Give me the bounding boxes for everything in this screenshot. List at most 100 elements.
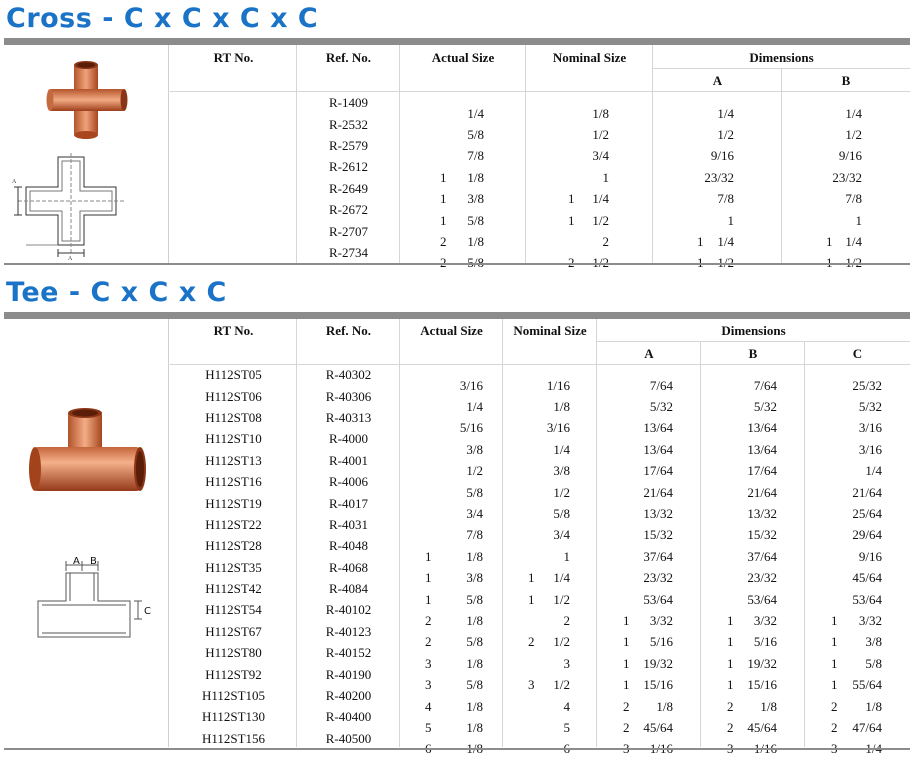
actual-size-cell-fraction: 1/2 bbox=[466, 463, 483, 479]
dim-a-cell-fraction: 15/16 bbox=[643, 677, 673, 693]
dim-b-cell-whole: 1 bbox=[727, 612, 734, 628]
dim-a-cell-fraction: 13/64 bbox=[643, 420, 673, 436]
dim-a-cell-fraction: 1/4 bbox=[717, 105, 734, 121]
nominal-size-cell-whole: 2 bbox=[568, 252, 575, 273]
dim-a-cell-fraction: 1/2 bbox=[717, 127, 734, 143]
dim-c-cell-fraction: 21/64 bbox=[852, 484, 882, 500]
nominal-size-cell: 1/16 bbox=[503, 364, 597, 393]
dim-c-cell-whole: 1 bbox=[831, 612, 838, 628]
rt-no-cell: H112ST08 bbox=[205, 409, 262, 425]
tee-col-header-rt-no: RT No. bbox=[213, 323, 254, 338]
dim-c-cell: 9/16 bbox=[805, 535, 910, 564]
dim-a-cell-fraction: 5/16 bbox=[649, 634, 673, 650]
dim-b-cell-fraction: 45/64 bbox=[747, 719, 777, 735]
actual-size-cell-fraction: 1/4 bbox=[466, 399, 483, 415]
dim-a-cell-fraction: 17/64 bbox=[643, 463, 673, 479]
actual-size-cell: 1 3/8 bbox=[400, 557, 503, 585]
dim-c-cell: 25/64 bbox=[805, 492, 910, 521]
dim-c-cell-whole: 1 bbox=[831, 677, 838, 693]
nominal-size-cell: 2 bbox=[503, 599, 597, 628]
ref-no-cell: R-40102 bbox=[325, 602, 372, 618]
dim-b-cell-fraction: 1 bbox=[855, 212, 863, 228]
dim-c-cell-fraction: 25/32 bbox=[852, 377, 882, 393]
dim-b-cell-fraction: 23/32 bbox=[832, 169, 862, 185]
nominal-size-cell: 1 bbox=[526, 156, 653, 185]
table-row: H112ST92 R-40190 3 5/8 3 1/2 1 15/16 1 15/16 1 55/6… bbox=[170, 663, 910, 693]
nominal-size-cell: 1 1/4 bbox=[526, 178, 653, 206]
dim-b-cell-fraction: 1/4 bbox=[845, 105, 862, 121]
ref-no-cell: R-4048 bbox=[329, 538, 368, 554]
copper-cross-fitting-image bbox=[46, 61, 128, 139]
dim-a-cell: 1/4 bbox=[653, 92, 782, 121]
grid-line bbox=[170, 364, 910, 365]
dim-a-cell: 31/16 bbox=[597, 728, 701, 756]
dim-c-cell-fraction: 1/4 bbox=[865, 463, 882, 479]
nominal-size-cell: 5/8 bbox=[503, 492, 597, 521]
table-row: H112ST54 R-40102 2 1/8 2 1 3/32 1 3/32 1 3/32 bbox=[170, 599, 910, 628]
dim-b-cell: 7/64 bbox=[701, 364, 805, 393]
dim-a-cell-fraction: 13/32 bbox=[643, 506, 673, 522]
rt-no-cell: H112ST130 bbox=[201, 709, 266, 725]
dim-a-cell-fraction: 23/32 bbox=[643, 570, 673, 586]
dim-b-cell-fraction: 1/2 bbox=[845, 127, 862, 143]
dim-c-cell: 31/4 bbox=[805, 728, 910, 756]
grid-line bbox=[804, 341, 805, 747]
grid-line bbox=[502, 319, 503, 747]
dim-a-cell-fraction: 1/2 bbox=[717, 252, 734, 273]
actual-size-cell-whole: 1 bbox=[440, 212, 447, 228]
nominal-size-cell-whole: 1 bbox=[568, 191, 575, 207]
rt-no-cell: H112ST05 bbox=[205, 367, 262, 383]
tee-header-rule bbox=[4, 312, 910, 319]
dim-c-cell: 25/32 bbox=[805, 364, 910, 393]
dim-b-cell-fraction: 13/64 bbox=[747, 420, 777, 436]
actual-size-cell: 3/4 bbox=[400, 492, 503, 521]
dim-b-cell: 23/32 bbox=[701, 557, 805, 585]
grid-line bbox=[170, 91, 910, 92]
ref-no-cell: R-40152 bbox=[325, 645, 372, 661]
actual-size-cell: 2 1/8 bbox=[400, 220, 526, 249]
dim-a-cell-fraction: 21/64 bbox=[643, 484, 673, 500]
actual-size-cell: 1/4 bbox=[400, 385, 503, 414]
rt-no-cell bbox=[170, 156, 297, 177]
actual-size-cell-fraction: 5/8 bbox=[466, 677, 483, 693]
dim-a-cell: 13/64 bbox=[597, 428, 701, 457]
nominal-size-cell: 2 1/2 bbox=[503, 621, 597, 649]
col-header-actual-size: Actual Size bbox=[431, 50, 495, 65]
actual-size-cell-whole: 3 bbox=[425, 655, 432, 671]
actual-size-cell-fraction: 1/8 bbox=[467, 234, 484, 250]
nominal-size-cell-whole: 2 bbox=[528, 634, 535, 650]
table-row: R-2649 1 3/8 1 1/4 7/8 7/8 bbox=[170, 178, 910, 207]
actual-size-cell: 3 1/8 bbox=[400, 642, 503, 671]
dim-b-cell: 2 45/64 bbox=[701, 706, 805, 735]
dim-c-cell: 3/16 bbox=[805, 428, 910, 457]
dim-b-cell-fraction: 13/32 bbox=[747, 506, 777, 522]
dim-b-cell-fraction: 1/2 bbox=[845, 252, 862, 273]
dim-c-cell-fraction: 9/16 bbox=[858, 548, 882, 564]
actual-size-cell-fraction: 1/8 bbox=[467, 169, 484, 185]
tee-image-panel: A B C bbox=[4, 319, 169, 747]
nominal-size-cell-fraction: 4 bbox=[563, 698, 571, 714]
rt-no-cell bbox=[170, 220, 297, 241]
tee-dimension-drawing bbox=[37, 561, 142, 638]
nominal-size-cell-fraction: 1/4 bbox=[553, 570, 570, 586]
dim-b-cell-fraction: 9/16 bbox=[838, 148, 862, 164]
dim-b-cell: 53/64 bbox=[701, 578, 805, 607]
nominal-size-cell: 2 bbox=[526, 220, 653, 249]
ref-no-cell: R-4068 bbox=[329, 559, 368, 575]
nominal-size-cell: 3/4 bbox=[526, 135, 653, 163]
ref-no-cell: R-40200 bbox=[325, 688, 372, 704]
dim-b-cell: 1 3/32 bbox=[701, 599, 805, 628]
nominal-size-cell: 1/4 bbox=[503, 428, 597, 457]
dim-a-cell: 1 bbox=[653, 199, 782, 228]
svg-text:A: A bbox=[68, 256, 73, 261]
dim-b-cell: 13/64 bbox=[701, 407, 805, 435]
nominal-size-cell: 6 bbox=[503, 728, 597, 756]
rt-no-cell: H112ST16 bbox=[205, 474, 262, 490]
rt-no-cell: H112ST105 bbox=[201, 688, 266, 704]
table-row: H112ST80 R-40152 3 1/8 3 1 19/32 1 19/32 1 5/8 bbox=[170, 642, 910, 671]
ref-no-cell: R-40302 bbox=[325, 367, 372, 383]
actual-size-cell: 61/8 bbox=[400, 728, 503, 756]
dim-a-cell: 37/64 bbox=[597, 535, 701, 564]
dim-a-cell: 1 5/16 bbox=[597, 621, 701, 649]
cross-section-title: Cross - C x C x C x C bbox=[6, 3, 319, 34]
